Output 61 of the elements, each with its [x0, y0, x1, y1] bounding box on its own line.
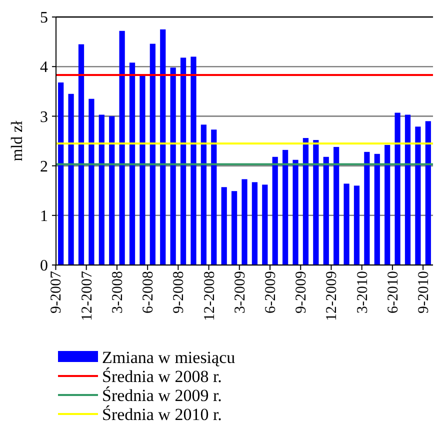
x-tick-label: 12-2008: [202, 271, 218, 321]
bar: [109, 116, 115, 265]
bar: [231, 191, 238, 265]
bar: [58, 82, 64, 265]
x-tick-label: 3-2010: [354, 271, 371, 314]
bar: [354, 186, 360, 265]
y-tick-label: 1: [40, 208, 48, 225]
x-tick-label: 6-2009: [263, 271, 280, 314]
y-tick-label: 2: [40, 158, 48, 176]
bar: [68, 94, 74, 265]
legend-label: Średnia w 2010 r.: [102, 404, 222, 424]
bar: [404, 114, 411, 265]
bar: [394, 112, 400, 265]
y-tick-label: 3: [40, 108, 48, 126]
bar: [344, 184, 350, 265]
y-tick-label: 5: [40, 10, 48, 27]
bar: [221, 187, 227, 265]
x-tick-label: 9-2007: [48, 270, 65, 314]
legend-label: Zmiana w miesiącu: [102, 348, 236, 367]
x-tick-label: 9-2009: [294, 271, 310, 314]
bar: [170, 68, 176, 265]
bar: [78, 44, 84, 265]
bar: [425, 121, 431, 265]
x-tick-label: 12-2007: [79, 270, 96, 321]
y-tick-label: 4: [40, 59, 48, 76]
x-tick-label: 9-2008: [171, 271, 188, 314]
bar: [302, 138, 309, 265]
bar: [180, 58, 186, 265]
bar: [140, 76, 146, 265]
bar: [364, 152, 370, 265]
bar: [88, 98, 94, 265]
x-tick-label: 6-2010: [385, 271, 402, 314]
bar: [272, 156, 278, 265]
bar: [252, 182, 258, 265]
bar: [334, 146, 340, 265]
bar: [150, 44, 156, 265]
x-tick-label: 3-2008: [110, 271, 126, 314]
x-tick-label: 6-2008: [140, 271, 157, 314]
y-tick-label: 0: [40, 258, 48, 275]
bar: [384, 144, 390, 265]
x-tick-label: 3-2009: [232, 271, 248, 314]
bar: [415, 126, 421, 265]
bar: [374, 154, 380, 265]
bar: [292, 160, 298, 265]
bar: [200, 124, 206, 265]
x-tick-label: 12-2009: [324, 271, 340, 321]
x-tick-label: 9-2010: [416, 271, 432, 314]
bar: [160, 29, 166, 265]
bar: [262, 184, 268, 265]
bar: [211, 130, 217, 265]
bar: [242, 179, 248, 265]
bar: [190, 56, 196, 265]
y-axis-title: mld zł: [9, 120, 26, 162]
bar: [119, 30, 125, 265]
bar: [129, 62, 136, 265]
bar: [323, 156, 329, 265]
bar: [282, 150, 288, 265]
legend-label: Średnia w 2008 r.: [102, 366, 222, 386]
bar: [313, 140, 319, 265]
legend-label: Średnia w 2009 r.: [102, 386, 222, 405]
bar: [98, 114, 104, 265]
